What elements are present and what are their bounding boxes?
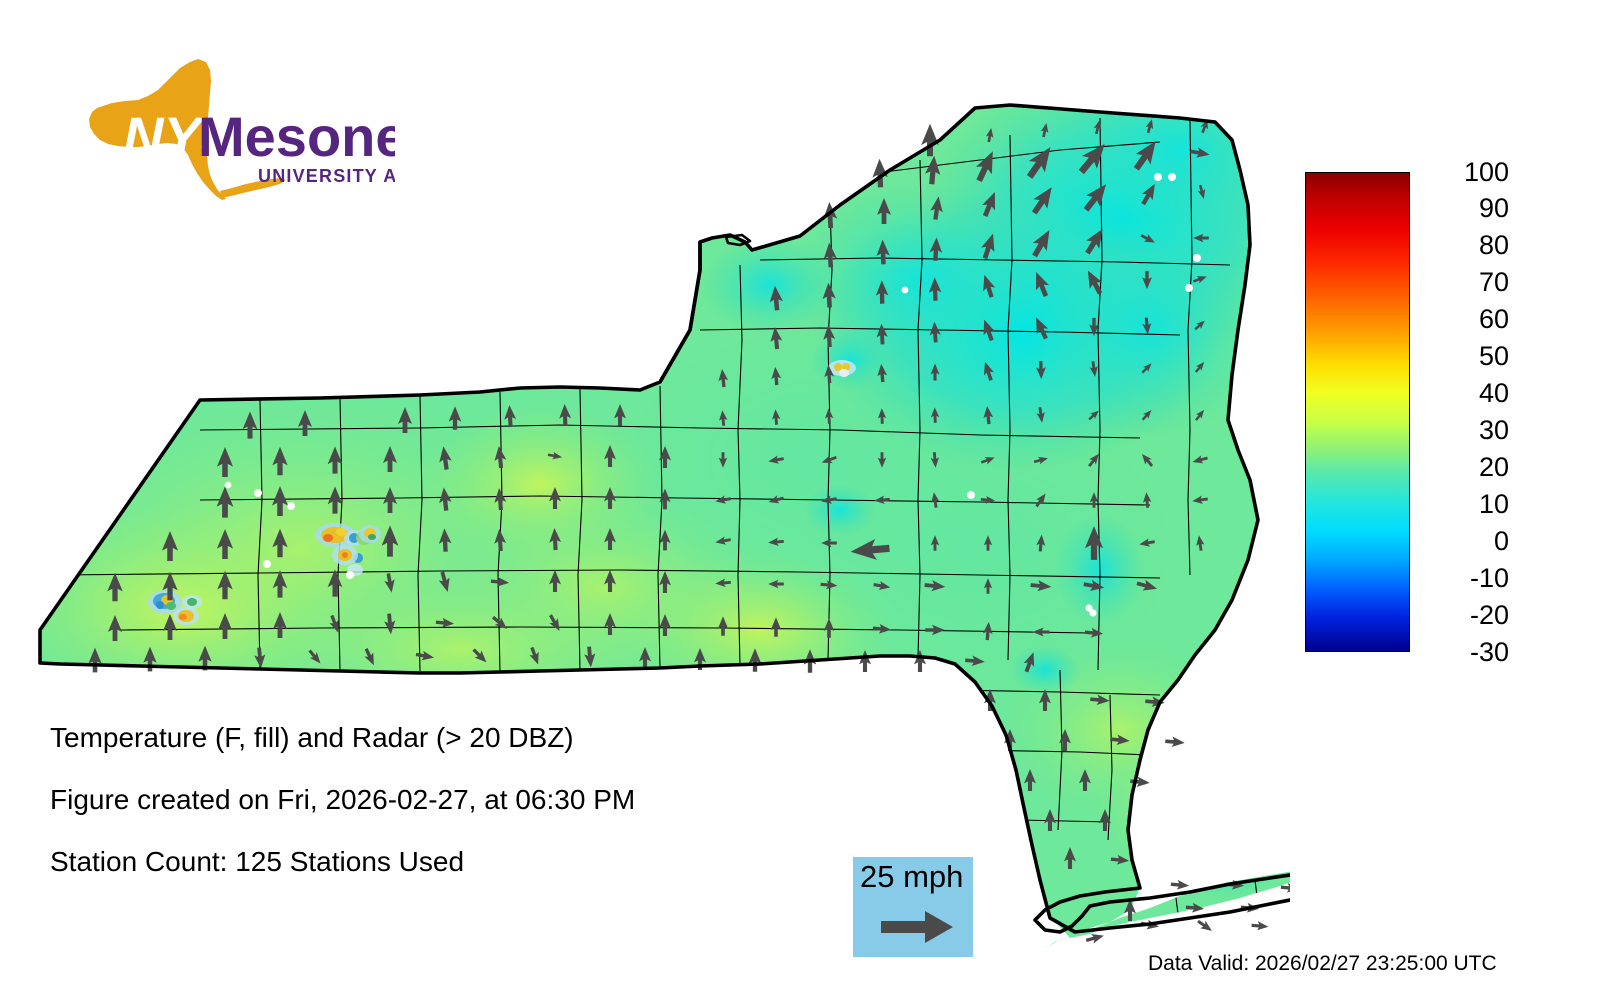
colorbar-tick-labels: 100 90 80 70 60 50 40 30 20 10 0 -10 -20… [1423, 158, 1573, 668]
logo-mesonet-text: Mesonet [198, 105, 395, 168]
station-markers [224, 173, 1201, 617]
colorbar-tick: -30 [1469, 637, 1509, 667]
radar-echo [359, 525, 381, 543]
logo-nys-text: NYS [123, 105, 238, 168]
wind-legend-label: 25 mph [860, 859, 964, 894]
temperature-colorbar: 100 90 80 70 60 50 40 30 20 10 0 -10 -20… [1305, 158, 1590, 666]
radar-echo [332, 545, 358, 565]
colorbar-tick: 20 [1478, 452, 1509, 482]
wind-arrow-icon [881, 911, 953, 943]
logo-subtitle: UNIVERSITY AT ALBANY [258, 166, 395, 186]
nys-mesonet-logo: NYS Mesonet UNIVERSITY AT ALBANY [50, 48, 395, 203]
colorbar-tick: 40 [1478, 378, 1509, 408]
colorbar-tick: 0 [1493, 526, 1509, 556]
radar-echo-layer [148, 360, 856, 625]
figure-created-text: Figure created on Fri, 2026-02-27, at 06… [50, 784, 636, 815]
colorbar-tick: 70 [1478, 267, 1509, 297]
colorbar-tick: 80 [1478, 230, 1509, 260]
ny-state-silhouette [89, 59, 286, 200]
wind-speed-legend: 25 mph [853, 857, 973, 957]
colorbar-tick: 30 [1478, 415, 1509, 445]
ny-temperature-map [38, 103, 1290, 948]
radar-echo [173, 607, 199, 625]
colorbar-tick: 100 [1463, 157, 1509, 187]
state-outline [38, 103, 1290, 934]
radar-echo [828, 360, 856, 377]
colorbar-tick: 60 [1478, 304, 1509, 334]
map-panel [0, 30, 1290, 960]
data-valid-timestamp: Data Valid: 2026/02/27 23:25:00 UTC [1148, 952, 1497, 975]
colorbar-tick: 90 [1478, 193, 1509, 223]
station-count-text: Station Count: 125 Stations Used [50, 846, 465, 877]
colorbar-tick: -10 [1469, 563, 1509, 593]
radar-echo [182, 595, 202, 609]
colorbar-tick: 10 [1478, 489, 1509, 519]
temperature-fill-layer [40, 105, 1290, 948]
map-title: Temperature (F, fill) and Radar (> 20 DB… [50, 722, 574, 753]
colorbar-tick: -20 [1469, 600, 1509, 630]
colorbar-gradient [1305, 172, 1410, 652]
radar-echo [148, 590, 182, 614]
colorbar-tick: 50 [1478, 341, 1509, 371]
